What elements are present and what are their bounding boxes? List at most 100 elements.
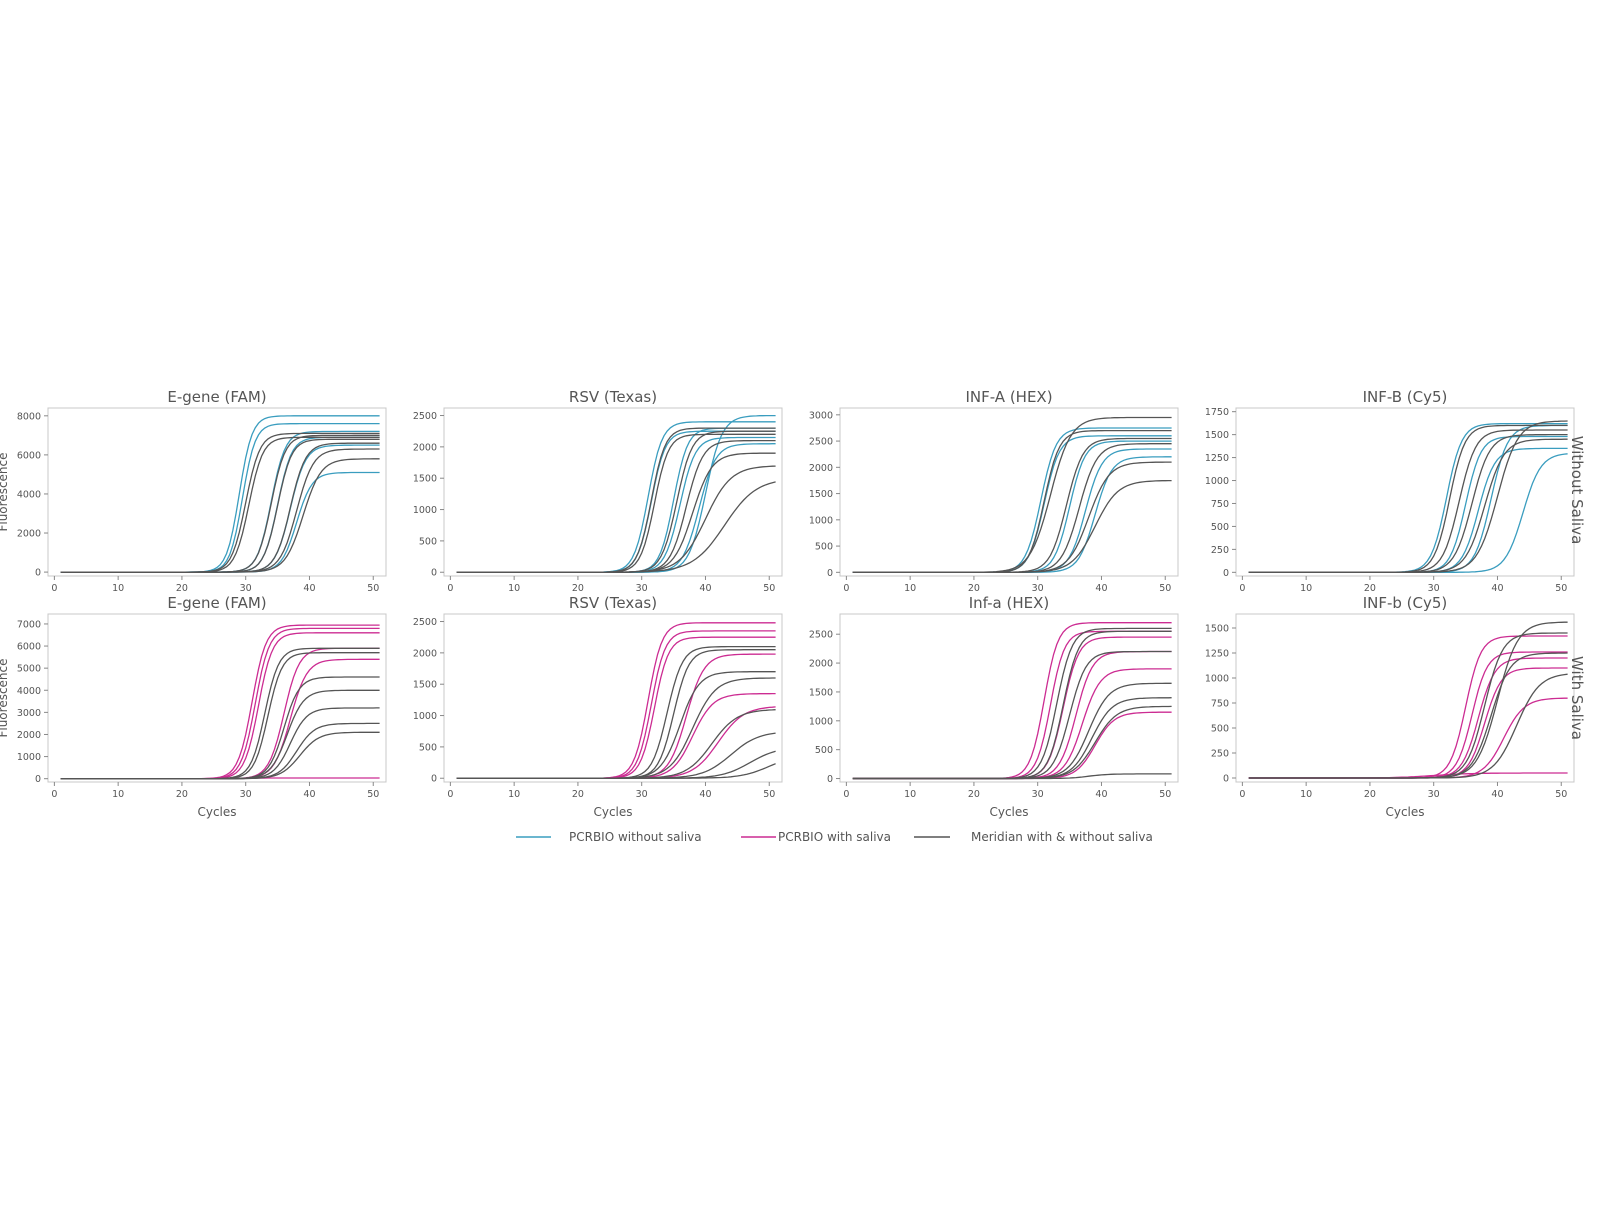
y-tick-label: 2500 xyxy=(413,617,437,628)
curve-group xyxy=(1248,420,1568,573)
y-tick-label: 0 xyxy=(1223,774,1229,785)
panel-title: INF-b (Cy5) xyxy=(1363,594,1448,612)
x-tick-label: 0 xyxy=(51,583,57,594)
x-axis-label: Cycles xyxy=(1385,805,1424,819)
x-tick-label: 10 xyxy=(1300,789,1312,800)
panel-title: RSV (Texas) xyxy=(569,388,657,406)
y-tick-label: 1000 xyxy=(809,515,833,526)
y-tick-label: 1000 xyxy=(1205,476,1229,487)
x-tick-label: 20 xyxy=(1364,583,1376,594)
series-line-meridian xyxy=(456,481,776,573)
plot-frame xyxy=(839,613,1179,783)
y-tick-label: 1500 xyxy=(1205,624,1229,635)
row-label-without-saliva: Without Saliva xyxy=(1568,436,1586,545)
plot-frame xyxy=(839,407,1179,577)
x-tick-label: 30 xyxy=(1032,583,1044,594)
x-tick-label: 50 xyxy=(1555,789,1567,800)
legend-label-pcrbio-without: PCRBIO without saliva xyxy=(569,830,702,844)
x-tick-label: 30 xyxy=(1032,789,1044,800)
x-tick-label: 10 xyxy=(1300,583,1312,594)
x-tick-label: 10 xyxy=(904,583,916,594)
series-line-meridian xyxy=(456,763,776,779)
y-tick-label: 0 xyxy=(35,568,41,579)
chart-panel: RSV (Texas)0 10 20 30 40 50050010001500200025… xyxy=(413,594,783,819)
y-tick-label: 4000 xyxy=(17,489,41,500)
x-tick-label: 50 xyxy=(1159,789,1171,800)
plot-frame xyxy=(1235,407,1575,577)
y-tick-label: 750 xyxy=(1211,699,1229,710)
y-tick-label: 2500 xyxy=(809,437,833,448)
y-tick-label: 1500 xyxy=(1205,430,1229,441)
y-tick-label: 0 xyxy=(431,774,437,785)
panel-title: Inf-a (HEX) xyxy=(969,594,1050,612)
y-tick-label: 1000 xyxy=(17,752,41,763)
y-tick-label: 1500 xyxy=(809,687,833,698)
x-tick-label: 0 xyxy=(1239,789,1245,800)
x-tick-label: 10 xyxy=(508,789,520,800)
x-tick-label: 30 xyxy=(240,789,252,800)
x-tick-label: 20 xyxy=(572,789,584,800)
y-tick-label: 1750 xyxy=(1205,407,1229,418)
y-tick-label: 1000 xyxy=(413,505,437,516)
y-tick-label: 2000 xyxy=(17,529,41,540)
series-line-meridian xyxy=(1248,673,1568,779)
chart-panels: E-gene (FAM)0 10 20 30 40 5002000400060008000… xyxy=(0,388,1575,819)
panel-title: INF-B (Cy5) xyxy=(1363,388,1448,406)
y-tick-label: 0 xyxy=(827,568,833,579)
x-axis-label: Cycles xyxy=(989,805,1028,819)
y-tick-label: 1000 xyxy=(1205,674,1229,685)
y-tick-label: 1500 xyxy=(809,489,833,500)
y-tick-label: 500 xyxy=(1211,724,1229,735)
x-tick-label: 0 xyxy=(447,789,453,800)
curve-group xyxy=(60,624,380,780)
y-tick-label: 750 xyxy=(1211,499,1229,510)
x-tick-label: 20 xyxy=(1364,789,1376,800)
curve-group xyxy=(1248,621,1568,779)
y-tick-label: 2000 xyxy=(17,730,41,741)
y-tick-label: 3000 xyxy=(17,708,41,719)
series-line-meridian xyxy=(852,479,1172,573)
x-tick-label: 10 xyxy=(508,583,520,594)
x-tick-label: 40 xyxy=(1491,789,1503,800)
x-tick-label: 30 xyxy=(1428,583,1440,594)
x-tick-label: 10 xyxy=(112,583,124,594)
x-tick-label: 30 xyxy=(1428,789,1440,800)
series-line-meridian xyxy=(60,731,380,780)
x-tick-label: 20 xyxy=(968,583,980,594)
curve-group xyxy=(60,415,380,573)
x-tick-label: 50 xyxy=(763,583,775,594)
x-axis-label: Cycles xyxy=(593,805,632,819)
series-line-meridian xyxy=(1248,420,1568,573)
chart-panel: E-gene (FAM) 0 10 20 30 40 50 0 2000 4000 6000 8000… xyxy=(0,388,387,594)
x-tick-label: 30 xyxy=(636,789,648,800)
x-axis-label: Cycles xyxy=(197,805,236,819)
plot-frame xyxy=(1235,613,1575,783)
curve-group xyxy=(852,622,1172,780)
panel-title: INF-A (HEX) xyxy=(965,388,1052,406)
plot-frame xyxy=(443,613,783,783)
curve-group xyxy=(456,414,776,573)
y-tick-label: 2500 xyxy=(413,411,437,422)
x-tick-label: 50 xyxy=(1159,583,1171,594)
x-tick-label: 20 xyxy=(176,583,188,594)
y-tick-label: 2000 xyxy=(413,648,437,659)
panel-title: RSV (Texas) xyxy=(569,594,657,612)
x-tick-label: 30 xyxy=(636,583,648,594)
chart-panel: Inf-a (HEX)0 10 20 30 40 50050010001500200025… xyxy=(809,594,1179,819)
x-tick-label: 40 xyxy=(1491,583,1503,594)
y-tick-label: 250 xyxy=(1211,545,1229,556)
x-tick-label: 20 xyxy=(176,789,188,800)
series-line-meridian xyxy=(852,773,1172,780)
x-tick-label: 0 xyxy=(447,583,453,594)
x-tick-label: 0 xyxy=(843,583,849,594)
y-tick-label: 500 xyxy=(419,742,437,753)
y-tick-label: 8000 xyxy=(17,411,41,422)
chart-panel: INF-b (Cy5)0 10 20 30 40 50025050075010001250… xyxy=(1205,594,1575,819)
y-axis-label: Fluorescence xyxy=(0,452,10,531)
x-tick-label: 50 xyxy=(763,789,775,800)
x-tick-label: 50 xyxy=(1555,583,1567,594)
x-tick-label: 20 xyxy=(968,789,980,800)
x-tick-label: 40 xyxy=(303,583,315,594)
x-tick-label: 40 xyxy=(1095,789,1107,800)
